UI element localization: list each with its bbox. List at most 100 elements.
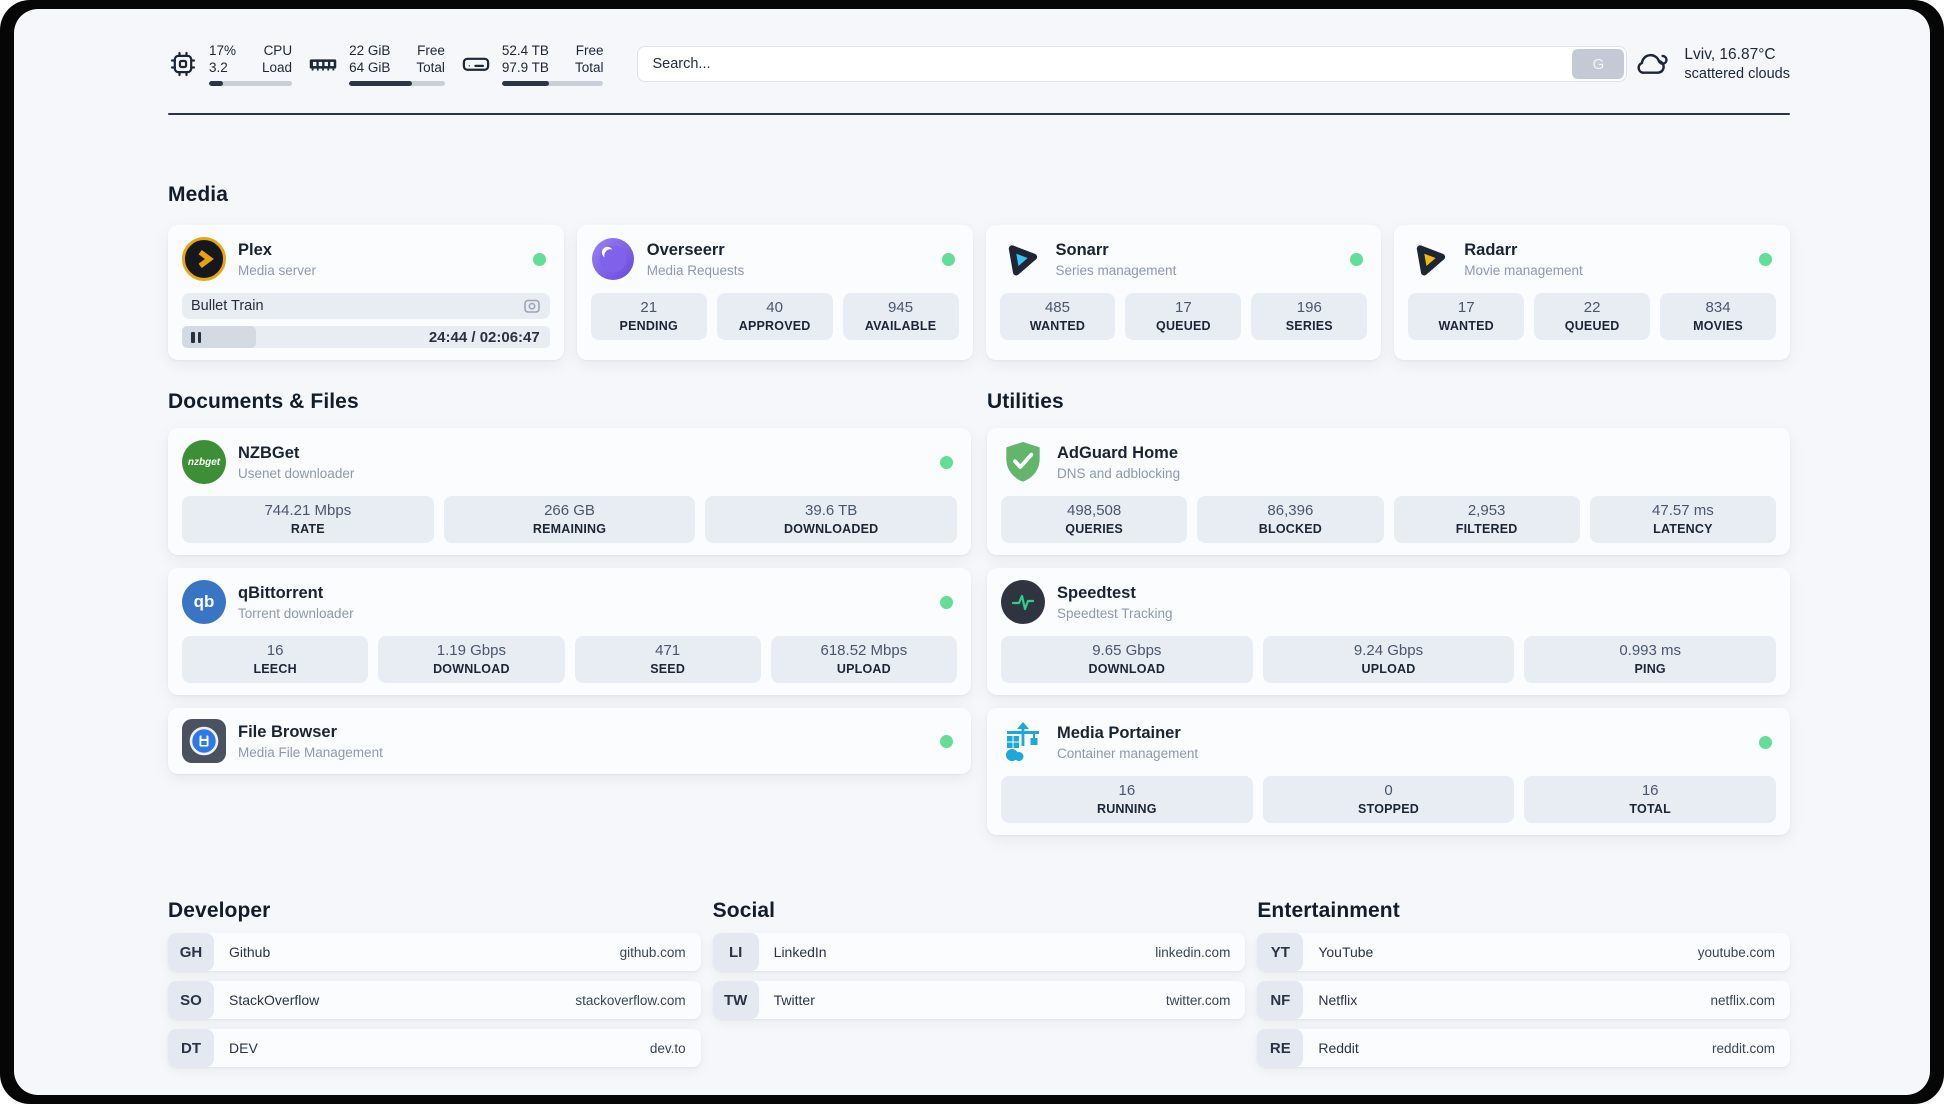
stat-blocked: 86,396 BLOCKED	[1197, 496, 1384, 543]
status-dot	[1759, 252, 1772, 266]
memory-stat-widget: 22 GiB 64 GiB Free Total	[308, 42, 445, 86]
app-subtitle: Series management	[1055, 262, 1177, 278]
memory-progress-bar	[349, 81, 445, 86]
stat-download: 1.19 Gbps DOWNLOAD	[378, 636, 565, 683]
now-playing-title: Bullet Train	[191, 298, 264, 314]
screen-icon[interactable]	[523, 298, 541, 315]
disk-progress-bar	[501, 81, 604, 86]
stat-downloaded: 39.6 TB DOWNLOADED	[705, 496, 958, 543]
link-url: linkedin.com	[1155, 944, 1231, 960]
app-subtitle: Media File Management	[238, 744, 383, 760]
app-card-speedtest[interactable]: Speedtest Speedtest Tracking 9.65 Gbps DO…	[987, 568, 1790, 695]
netflix-icon: NF	[1257, 981, 1304, 1019]
app-subtitle: Media server	[238, 262, 317, 278]
stat-series: 196 SERIES	[1251, 293, 1368, 340]
search-engine-button[interactable]: G	[1572, 49, 1625, 79]
link-name: Reddit	[1318, 1040, 1359, 1056]
memory-free-label: Free	[417, 43, 445, 58]
header-divider	[168, 113, 1790, 115]
stackoverflow-icon: SO	[168, 981, 214, 1019]
app-title: Radarr	[1464, 240, 1518, 259]
cpu-icon	[168, 50, 198, 78]
app-card-portainer[interactable]: Media Portainer Container management 16 R…	[987, 708, 1790, 835]
link-youtube[interactable]: YT YouTube youtube.com	[1257, 933, 1790, 971]
pause-button[interactable]	[191, 331, 201, 343]
status-dot	[940, 734, 953, 748]
stat-queued: 22 QUEUED	[1534, 293, 1651, 340]
stat-download: 9.65 Gbps DOWNLOAD	[1001, 636, 1253, 683]
cpu-load-label: Load	[262, 60, 293, 75]
overseerr-icon	[591, 237, 635, 281]
link-url: stackoverflow.com	[575, 992, 686, 1008]
app-card-filebrowser[interactable]: File Browser Media File Management	[168, 708, 971, 774]
status-dot	[940, 455, 953, 469]
memory-free-value: 22 GiB	[349, 43, 391, 58]
app-title: Media Portainer	[1057, 723, 1181, 742]
link-linkedin[interactable]: LI LinkedIn linkedin.com	[712, 933, 1246, 971]
disk-progress-fill	[501, 81, 549, 86]
status-dot	[941, 252, 955, 266]
link-url: twitter.com	[1165, 992, 1231, 1008]
disk-total-label: Total	[574, 60, 604, 75]
stat-filtered: 2,953 FILTERED	[1393, 496, 1580, 543]
app-card-sonarr[interactable]: Sonarr Series management 485 WANTED 17 QUE…	[985, 225, 1382, 360]
filebrowser-icon	[182, 719, 226, 763]
reddit-icon: RE	[1257, 1029, 1304, 1067]
disk-free-value: 52.4 TB	[501, 43, 549, 58]
section-title-documents: Documents & Files	[168, 390, 359, 413]
section-title-social: Social	[712, 899, 776, 922]
link-netflix[interactable]: NF Netflix netflix.com	[1257, 981, 1790, 1019]
link-stackoverflow[interactable]: SO StackOverflow stackoverflow.com	[168, 981, 701, 1019]
app-subtitle: Media Requests	[646, 262, 745, 278]
stat-queued: 17 QUEUED	[1125, 293, 1242, 340]
link-name: StackOverflow	[229, 992, 320, 1008]
memory-total-label: Total	[416, 60, 445, 75]
system-stats: 17% 3.2 CPU Load	[168, 42, 604, 86]
link-url: netflix.com	[1710, 992, 1775, 1008]
stat-wanted: 17 WANTED	[1408, 293, 1525, 340]
stat-ping: 0.993 ms PING	[1524, 636, 1777, 683]
weather-widget: Lviv, 16.87°C scattered clouds	[1631, 45, 1790, 84]
disk-total-value: 97.9 TB	[501, 60, 549, 75]
utilities-column: Utilities AdGuard Home DNS and a	[987, 390, 1790, 835]
section-title-entertainment: Entertainment	[1257, 899, 1400, 922]
stat-upload: 618.52 Mbps UPLOAD	[770, 636, 957, 683]
stat-total: 16 TOTAL	[1524, 776, 1777, 823]
link-url: dev.to	[649, 1040, 686, 1056]
stat-upload: 9.24 Gbps UPLOAD	[1262, 636, 1515, 683]
cpu-label: CPU	[263, 43, 293, 58]
app-card-plex[interactable]: Plex Media server Bullet Train 24:44 / 0…	[168, 225, 564, 360]
app-card-overseerr[interactable]: Overseerr Media Requests 21 PENDING 40 APP…	[576, 225, 973, 360]
section-title-developer: Developer	[168, 899, 271, 922]
link-reddit[interactable]: RE Reddit reddit.com	[1257, 1029, 1790, 1067]
stat-rate: 744.21 Mbps RATE	[182, 496, 434, 543]
section-title-media: Media	[168, 183, 229, 206]
top-bar: 17% 3.2 CPU Load	[168, 35, 1790, 93]
app-title: NZBGet	[238, 443, 300, 462]
search-input[interactable]	[637, 46, 1628, 82]
cloud-icon	[1631, 46, 1671, 83]
app-card-nzbget[interactable]: nzbget NZBGet Usenet downloader 744.21 M…	[168, 428, 971, 555]
speedtest-icon	[1001, 580, 1045, 624]
app-card-qbittorrent[interactable]: qb qBittorrent Torrent downloader 16 LEEC…	[168, 568, 971, 695]
stat-available: 945 AVAILABLE	[842, 293, 959, 340]
disk-stat-widget: 52.4 TB 97.9 TB Free Total	[461, 42, 604, 86]
link-twitter[interactable]: TW Twitter twitter.com	[712, 981, 1246, 1019]
stat-approved: 40 APPROVED	[716, 293, 833, 340]
app-card-adguard[interactable]: AdGuard Home DNS and adblocking 498,508 Q…	[987, 428, 1790, 555]
link-dev[interactable]: DT DEV dev.to	[168, 1029, 701, 1067]
status-dot	[1759, 735, 1772, 749]
playback-progress-bar[interactable]: 24:44 / 02:06:47	[182, 326, 550, 348]
link-github[interactable]: GH Github github.com	[168, 933, 701, 971]
app-card-radarr[interactable]: Radarr Movie management 17 WANTED 22 QUEUE…	[1394, 225, 1790, 360]
link-url: reddit.com	[1711, 1040, 1775, 1056]
disk-free-label: Free	[575, 43, 604, 58]
stat-pending: 21 PENDING	[590, 293, 707, 340]
ram-icon	[308, 50, 338, 78]
app-title: qBittorrent	[238, 583, 324, 602]
status-dot	[1350, 252, 1364, 266]
stat-wanted: 485 WANTED	[999, 293, 1116, 340]
status-dot	[532, 252, 546, 266]
media-card-row: Plex Media server Bullet Train 24:44 / 0…	[168, 225, 1790, 360]
